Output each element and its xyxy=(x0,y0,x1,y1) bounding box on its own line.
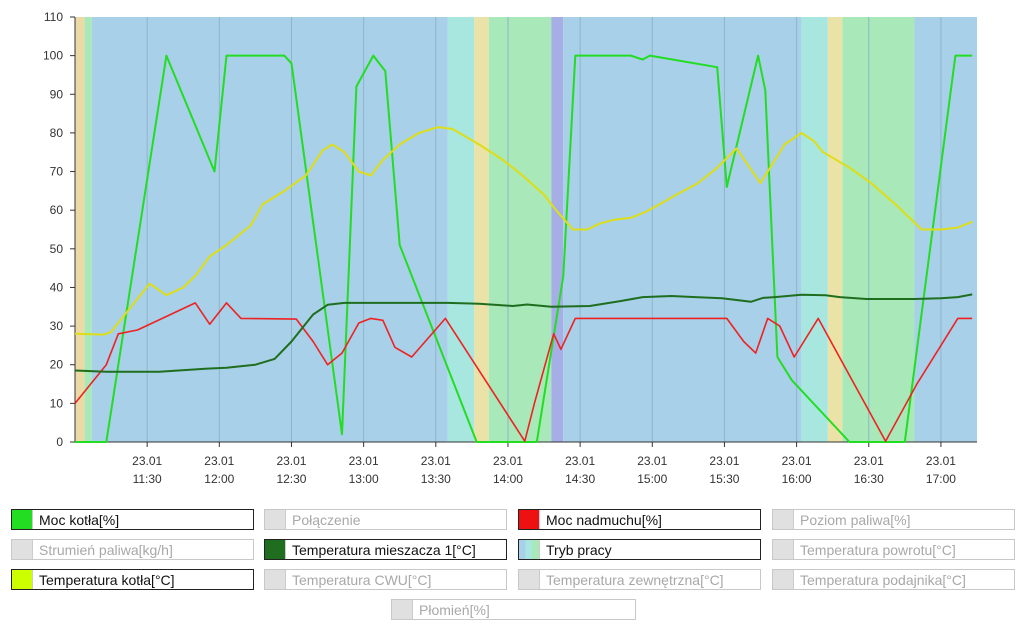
y-tick-label: 100 xyxy=(43,49,63,63)
legend-item[interactable]: Strumień paliwa[kg/h] xyxy=(11,539,254,560)
series-line xyxy=(74,126,973,336)
x-tick-date: 23.01 xyxy=(493,454,523,468)
y-tick-label: 70 xyxy=(50,165,64,179)
y-tick-label: 30 xyxy=(50,319,64,333)
legend-item[interactable]: Temperatura kotła[°C] xyxy=(11,569,254,590)
mode-band xyxy=(563,17,802,442)
legend-item[interactable]: Temperatura CWU[°C] xyxy=(264,569,507,590)
legend-swatch xyxy=(519,510,540,529)
x-tick-date: 23.01 xyxy=(854,454,884,468)
legend-swatch xyxy=(773,510,794,529)
legend-label: Połączenie xyxy=(292,511,361,528)
legend-swatch xyxy=(265,540,286,559)
mode-band xyxy=(827,17,843,442)
legend-swatch xyxy=(519,540,540,559)
legend-label: Moc kotła[%] xyxy=(39,511,120,528)
legend-swatch xyxy=(773,570,794,589)
x-tick-date: 23.01 xyxy=(637,454,667,468)
mode-band xyxy=(75,17,85,442)
legend-label: Temperatura powrotu[°C] xyxy=(800,541,956,558)
legend-swatch xyxy=(265,570,286,589)
x-tick-label: 16:30 xyxy=(854,472,884,486)
x-tick-date: 23.01 xyxy=(276,454,306,468)
legend-label: Płomień[%] xyxy=(419,601,490,618)
legend-item[interactable]: Płomień[%] xyxy=(391,599,636,620)
legend-swatch xyxy=(392,600,413,619)
y-tick-label: 50 xyxy=(50,242,64,256)
legend-item[interactable]: Tryb pracy xyxy=(518,539,761,560)
x-tick-label: 11:30 xyxy=(133,472,162,486)
y-tick-label: 60 xyxy=(50,203,64,217)
series-line xyxy=(75,54,973,443)
legend-swatch xyxy=(519,570,540,589)
x-tick-label: 13:00 xyxy=(349,472,379,486)
legend-swatch xyxy=(265,510,286,529)
x-tick-date: 23.01 xyxy=(782,454,812,468)
series-line xyxy=(74,293,973,373)
legend-item[interactable]: Moc kotła[%] xyxy=(11,509,254,530)
legend-label: Temperatura CWU[°C] xyxy=(292,571,432,588)
x-tick-date: 23.01 xyxy=(132,454,162,468)
y-tick-label: 110 xyxy=(44,10,63,24)
legend-label: Temperatura zewnętrzna[°C] xyxy=(546,571,724,588)
legend-item[interactable]: Moc nadmuchu[%] xyxy=(518,509,761,530)
legend-swatch xyxy=(12,540,33,559)
mode-band xyxy=(842,17,915,442)
y-tick-label: 80 xyxy=(50,126,64,140)
legend-label: Tryb pracy xyxy=(546,541,612,558)
legend-swatch xyxy=(773,540,794,559)
x-tick-date: 23.01 xyxy=(565,454,595,468)
x-tick-label: 16:00 xyxy=(782,472,812,486)
x-tick-label: 17:00 xyxy=(926,472,956,486)
x-tick-label: 12:30 xyxy=(276,472,306,486)
mode-band xyxy=(801,17,828,442)
legend-item[interactable]: Temperatura zewnętrzna[°C] xyxy=(518,569,761,590)
legend-swatch xyxy=(12,570,33,589)
y-tick-label: 20 xyxy=(50,358,64,372)
legend-label: Temperatura mieszacza 1[°C] xyxy=(292,541,476,558)
legend-item[interactable]: Temperatura mieszacza 1[°C] xyxy=(264,539,507,560)
x-tick-label: 14:30 xyxy=(565,472,595,486)
mode-band xyxy=(447,17,475,442)
legend-label: Moc nadmuchu[%] xyxy=(546,511,662,528)
x-tick-date: 23.01 xyxy=(349,454,379,468)
x-tick-label: 14:00 xyxy=(493,472,523,486)
series-lines xyxy=(74,54,973,443)
y-tick-label: 40 xyxy=(50,280,64,294)
legend-item[interactable]: Połączenie xyxy=(264,509,507,530)
mode-band xyxy=(84,17,92,442)
x-tick-date: 23.01 xyxy=(204,454,234,468)
y-tick-label: 10 xyxy=(50,396,64,410)
x-tick-date: 23.01 xyxy=(709,454,739,468)
mode-band xyxy=(551,17,564,442)
mode-band xyxy=(91,17,448,442)
mode-band xyxy=(474,17,489,442)
mode-bands xyxy=(75,17,977,442)
x-tick-label: 15:30 xyxy=(709,472,739,486)
mode-band xyxy=(488,17,552,442)
chart: 0 10 20 30 40 50 60 70 80 90 100 110 23.01 11:30 23.01… xyxy=(43,10,977,486)
x-tick-label: 12:00 xyxy=(204,472,234,486)
x-tick-date: 23.01 xyxy=(421,454,451,468)
legend-item[interactable]: Temperatura podajnika[°C] xyxy=(772,569,1015,590)
legend-item[interactable]: Temperatura powrotu[°C] xyxy=(772,539,1015,560)
y-tick-label: 0 xyxy=(56,435,63,449)
legend-swatch xyxy=(12,510,33,529)
x-tick-date: 23.01 xyxy=(926,454,956,468)
series-line xyxy=(74,302,973,443)
grid xyxy=(146,17,942,442)
legend-label: Temperatura kotła[°C] xyxy=(39,571,175,588)
legend-label: Temperatura podajnika[°C] xyxy=(800,571,966,588)
y-tick-label: 90 xyxy=(50,87,64,101)
legend-label: Poziom paliwa[%] xyxy=(800,511,911,528)
x-tick-label: 15:00 xyxy=(637,472,667,486)
legend-item[interactable]: Poziom paliwa[%] xyxy=(772,509,1015,530)
x-tick-label: 13:30 xyxy=(421,472,451,486)
legend-label: Strumień paliwa[kg/h] xyxy=(39,541,173,558)
